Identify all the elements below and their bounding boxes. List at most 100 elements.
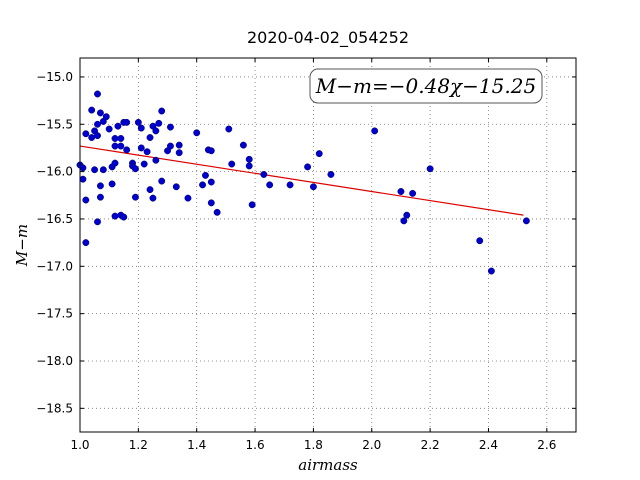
data-point (88, 134, 96, 141)
data-point (315, 150, 323, 158)
data-point (88, 106, 96, 114)
plot-frame (79, 57, 577, 433)
data-point (134, 118, 142, 126)
x-axis-label: airmass (298, 456, 358, 474)
data-point (228, 160, 236, 168)
data-point (239, 141, 247, 149)
data-point (522, 217, 530, 225)
data-point (286, 181, 294, 189)
data-point (111, 159, 119, 167)
x-tick-label: 2.6 (537, 438, 556, 452)
x-tick-label: 2.2 (421, 438, 440, 452)
x-tick-label: 1.8 (304, 438, 323, 452)
ticks-group (79, 58, 576, 432)
data-point (245, 155, 253, 163)
data-point (152, 156, 160, 164)
x-tick-label: 2.4 (479, 438, 498, 452)
data-point (79, 175, 87, 183)
data-point (140, 160, 148, 168)
y-axis-label: M−m (13, 224, 31, 267)
data-point (266, 181, 274, 189)
data-point (202, 171, 209, 179)
data-point (123, 146, 131, 154)
data-point (111, 212, 119, 220)
data-point (111, 142, 119, 150)
data-point (108, 180, 116, 188)
data-point (487, 267, 495, 275)
data-point (175, 141, 183, 149)
data-point (172, 183, 180, 191)
data-point (225, 125, 233, 133)
data-point (245, 162, 253, 170)
x-tick-label: 1.4 (187, 438, 206, 452)
data-point (117, 142, 125, 150)
data-point (131, 193, 139, 201)
data-point (207, 178, 215, 186)
data-point (158, 177, 166, 185)
data-point (248, 201, 256, 209)
data-point (193, 129, 201, 137)
x-tick-label: 1.2 (129, 438, 148, 452)
y-tick-label: −15.5 (36, 117, 73, 131)
data-point (213, 208, 221, 216)
data-point (158, 107, 166, 115)
data-point (131, 165, 139, 173)
data-point (96, 193, 104, 201)
data-point (152, 127, 160, 135)
y-tick-labels: −15.0 −15.5 −16.0 −16.5 −17.0 −17.5 −18.0 −18.5 (36, 70, 73, 415)
data-point (114, 122, 122, 130)
data-point (96, 109, 104, 117)
data-point (123, 118, 131, 126)
data-point (94, 218, 101, 226)
data-point (117, 135, 125, 142)
data-point (105, 125, 113, 133)
data-point (207, 147, 215, 155)
y-tick-label: −16.0 (36, 165, 73, 179)
chart-title: 2020-04-02_054252 (247, 28, 409, 48)
points-group (76, 90, 530, 275)
data-point (120, 213, 128, 221)
data-point (199, 181, 206, 189)
fit-annotation-box (309, 68, 543, 104)
data-point (146, 134, 154, 141)
data-point (111, 135, 119, 142)
data-point (403, 211, 411, 219)
y-tick-label: −18.0 (36, 354, 73, 368)
data-point (94, 120, 101, 128)
data-point (137, 124, 145, 132)
x-tick-label: 1.0 (70, 438, 89, 452)
data-point (166, 123, 174, 131)
data-point (260, 171, 268, 178)
x-tick-labels: 1.0 1.2 1.4 1.6 1.8 2.0 2.2 2.4 2.6 (70, 438, 556, 452)
data-point (91, 166, 99, 174)
data-point (143, 148, 151, 156)
data-point (137, 144, 145, 152)
data-point (79, 164, 87, 172)
y-tick-label: −17.0 (36, 259, 73, 273)
data-point (155, 119, 163, 127)
data-point (304, 163, 312, 171)
data-point (94, 90, 101, 98)
x-tick-label: 2.0 (362, 438, 381, 452)
data-point (94, 132, 101, 140)
data-point (82, 239, 90, 247)
data-point (400, 217, 408, 225)
fit-annotation: M−m=−0.48χ−15.25 (315, 74, 536, 98)
data-point (409, 189, 417, 197)
data-point (397, 188, 405, 195)
data-point (82, 196, 90, 204)
data-point (476, 237, 484, 245)
data-point (99, 166, 107, 174)
data-point (166, 142, 174, 150)
data-point (309, 183, 317, 191)
data-point (149, 194, 157, 202)
data-point (96, 182, 104, 190)
data-point (102, 113, 110, 121)
data-point (327, 171, 335, 178)
x-tick-label: 1.6 (246, 438, 265, 452)
data-point (371, 127, 379, 135)
data-point (82, 130, 90, 138)
y-tick-label: −15.0 (36, 70, 73, 84)
data-point (184, 194, 192, 202)
